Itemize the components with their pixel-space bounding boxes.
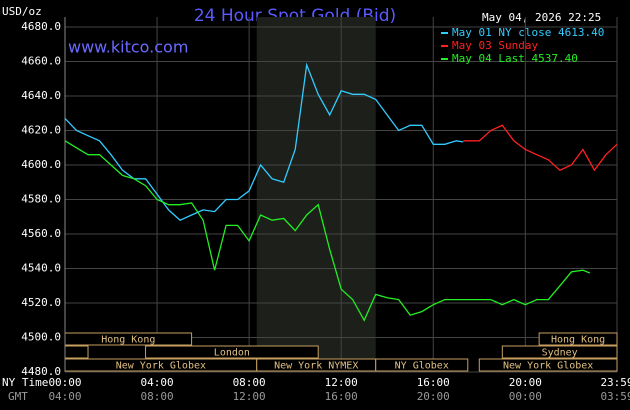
y-tick-label: 4500.0 <box>21 331 61 344</box>
series-line <box>64 62 464 221</box>
x-tick-label: 00:00 <box>48 376 81 389</box>
series-line <box>64 140 591 322</box>
x-tick-label-gmt: 16:00 <box>325 390 358 403</box>
unit-label: USD/oz <box>2 5 42 18</box>
y-tick-label: 4620.0 <box>21 124 61 137</box>
x-tick-label: 12:00 <box>325 376 358 389</box>
timestamp: May 04, 2026 22:25 <box>482 11 601 24</box>
y-tick-label: 4560.0 <box>21 227 61 240</box>
x-tick-label-gmt: 00:00 <box>509 390 542 403</box>
session-label: Hong Kong <box>101 335 155 346</box>
session-label: Hong Kong <box>551 335 605 346</box>
y-tick-label: 4540.0 <box>21 262 61 275</box>
session-box <box>64 345 89 359</box>
x-tick-label-gmt: 12:00 <box>233 390 266 403</box>
session-box <box>538 332 618 346</box>
x-tick-label-gmt: 20:00 <box>417 390 450 403</box>
x-tick-label-gmt: 04:00 <box>48 390 81 403</box>
y-tick-label: 4580.0 <box>21 193 61 206</box>
session-label: Sydney <box>542 348 578 359</box>
x-tick-label-gmt: 03:59 <box>600 390 630 403</box>
x-tick-label: 20:00 <box>509 376 542 389</box>
y-tick-label: 4680.0 <box>21 20 61 33</box>
y-tick-label: 4520.0 <box>21 296 61 309</box>
session-box <box>501 345 618 359</box>
legend-label: May 04 Last 4537.40 <box>452 52 578 65</box>
x-tick-label: 08:00 <box>233 376 266 389</box>
legend-label: May 03 Sunday <box>452 39 538 52</box>
x-tick-label: 23:59 <box>600 376 630 389</box>
session-label: New York NYMEX <box>274 361 358 372</box>
session-label: New York Globex <box>116 361 206 372</box>
y-tick-label: 4600.0 <box>21 158 61 171</box>
background-layer <box>256 17 376 372</box>
x-tick-label: 16:00 <box>417 376 450 389</box>
x-row-label: NY Time <box>2 376 48 389</box>
session-label: London <box>214 348 250 359</box>
x-row-label: GMT <box>8 390 28 403</box>
legend-label: May 01 NY close 4613.40 <box>452 26 604 39</box>
watermark: www.kitco.com <box>68 38 188 57</box>
session-box <box>145 345 319 359</box>
series-line <box>463 124 618 172</box>
session-shade <box>256 17 376 372</box>
y-tick-label: 4480.0 <box>21 365 61 378</box>
session-box <box>478 358 618 372</box>
x-tick-label-gmt: 08:00 <box>141 390 174 403</box>
session-label: New York Globex <box>503 361 593 372</box>
x-tick-label: 04:00 <box>141 376 174 389</box>
session-label: NY Globex <box>395 361 449 372</box>
grid <box>64 17 618 373</box>
session-box <box>375 358 469 372</box>
y-tick-label: 4640.0 <box>21 89 61 102</box>
y-tick-label: 4660.0 <box>21 55 61 68</box>
